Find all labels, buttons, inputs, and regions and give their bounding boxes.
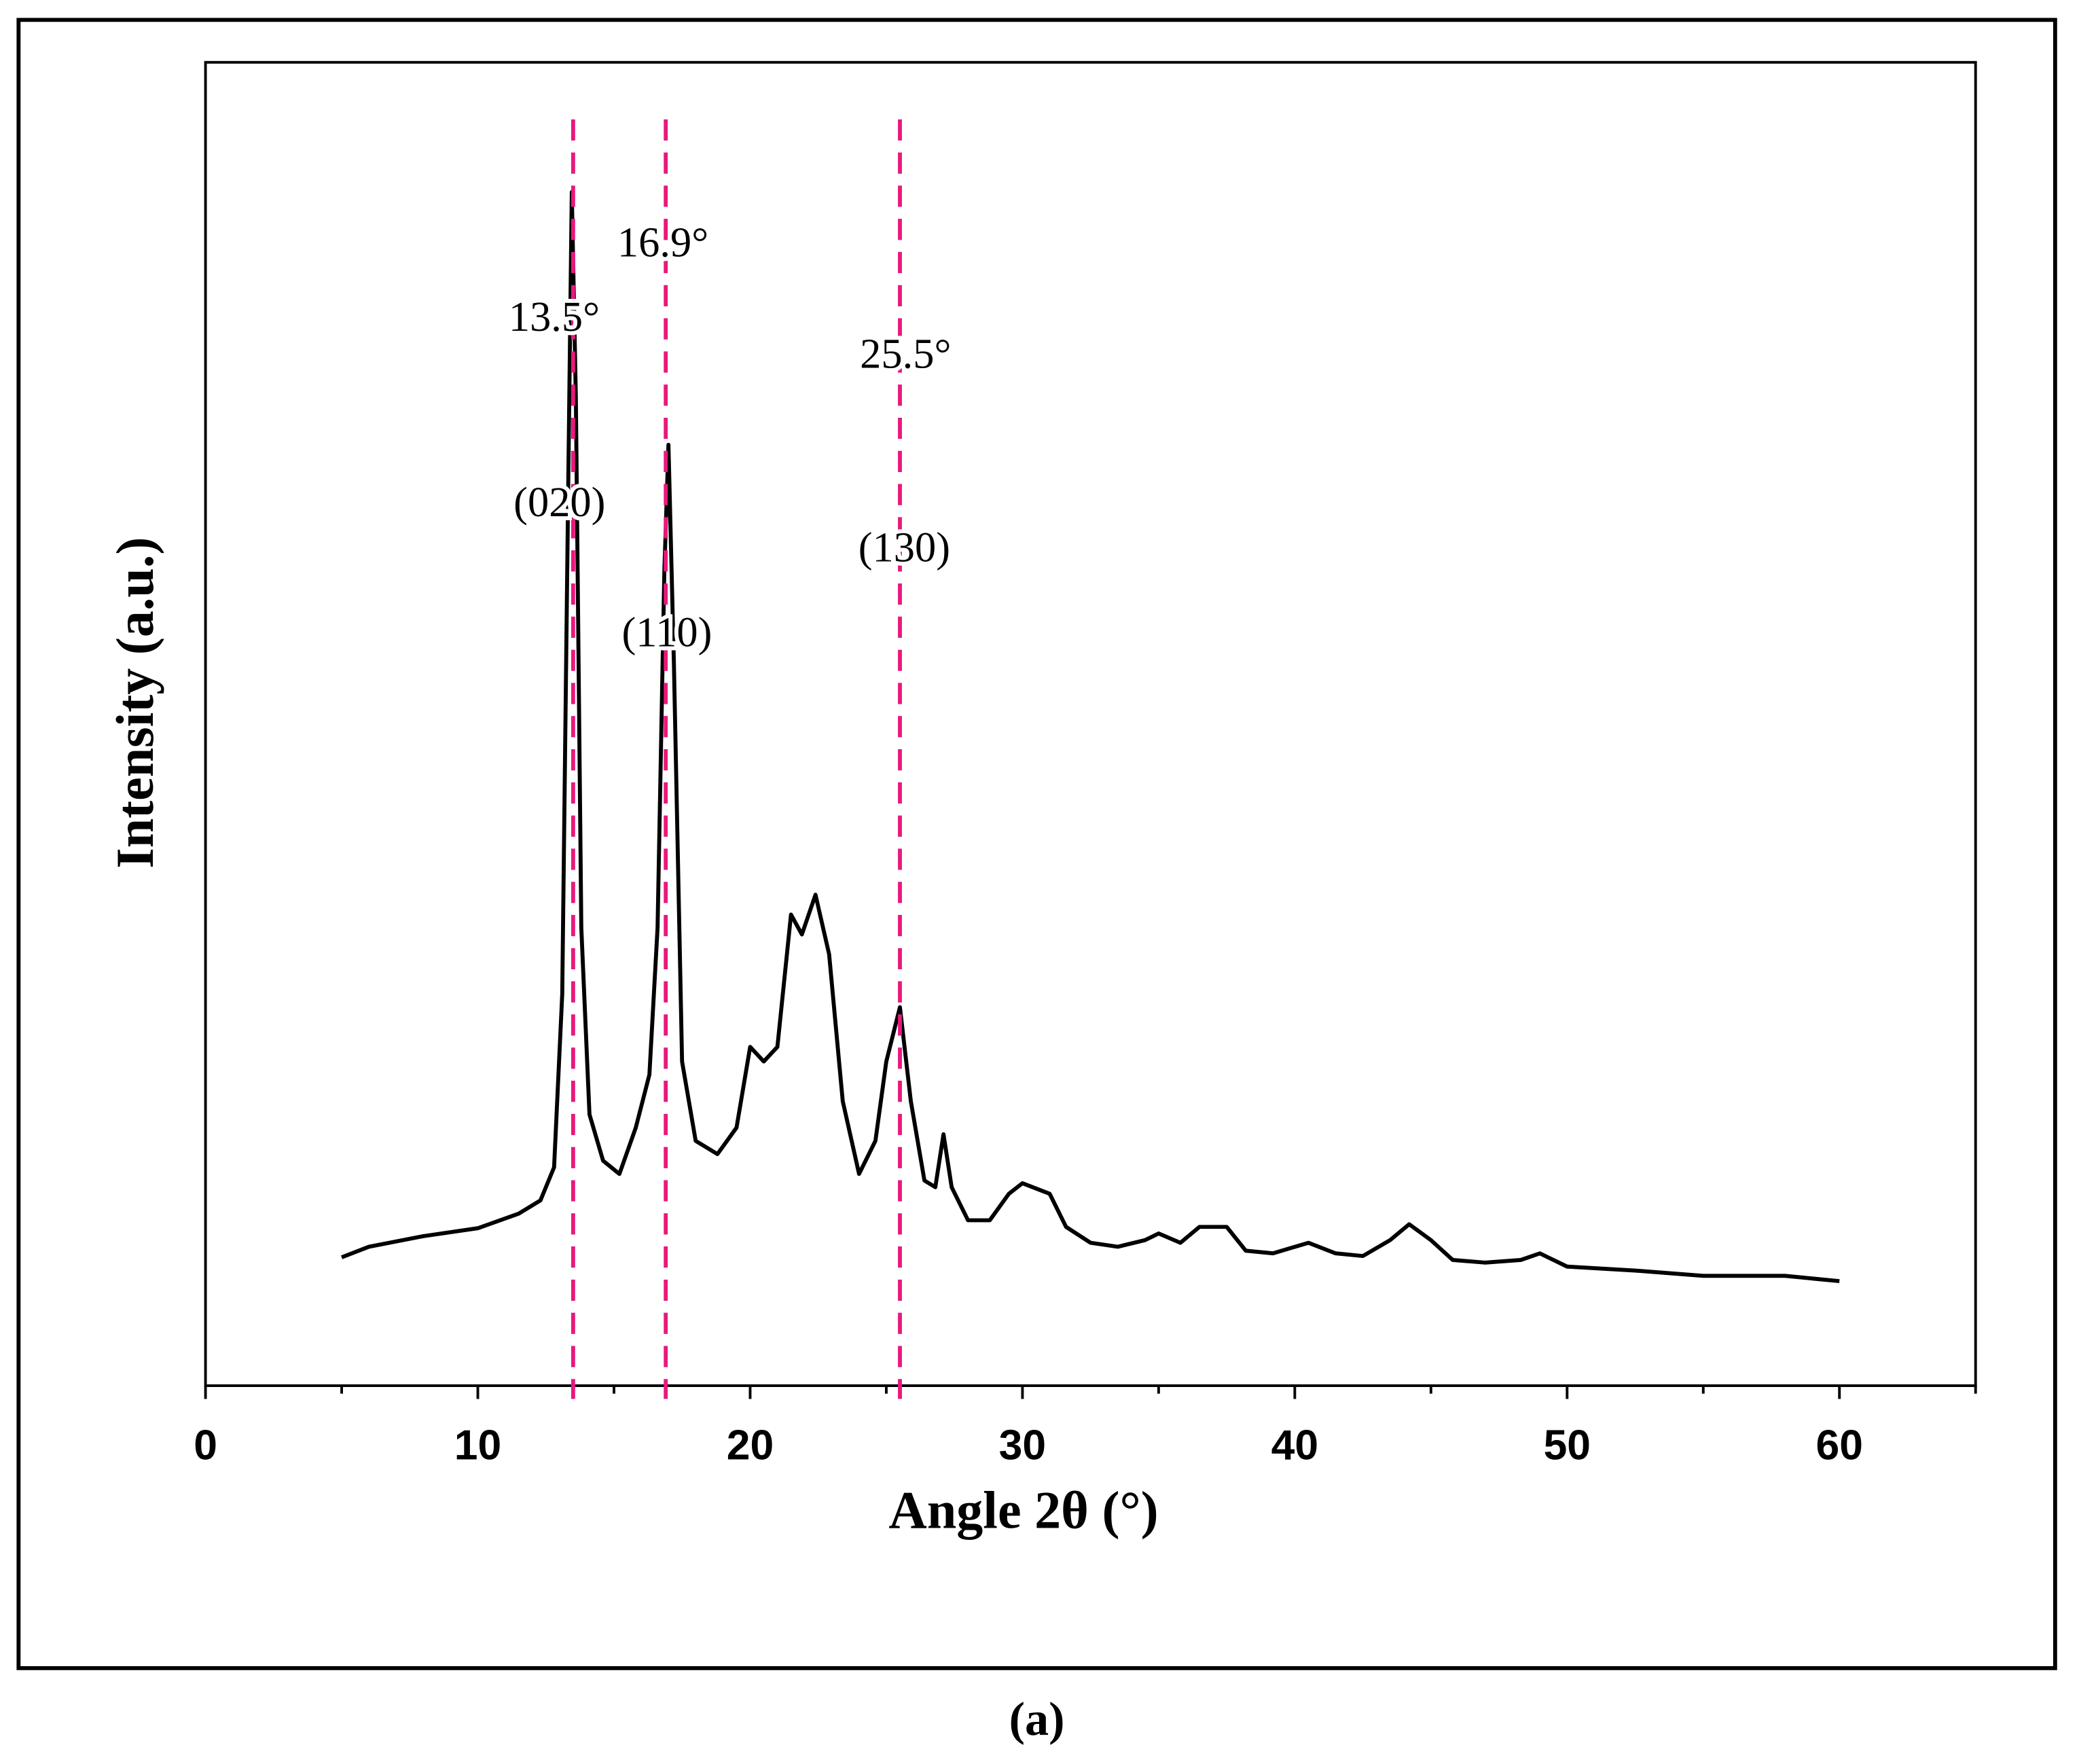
- plane-label: (130): [858, 523, 950, 571]
- data-line: [340, 190, 1840, 1284]
- y-axis-label: Intensity (a.u.): [105, 537, 164, 869]
- x-tick-label: 50: [1544, 1421, 1591, 1469]
- angle-label: 16.9°: [617, 218, 708, 266]
- plane-label: (110): [621, 608, 712, 655]
- x-tick-label: 20: [727, 1421, 774, 1469]
- x-tick-label: 40: [1271, 1421, 1318, 1469]
- figure-frame: [16, 18, 2057, 1670]
- x-axis-label: Angle 2θ (°): [888, 1480, 1158, 1539]
- caption: (a): [1009, 1693, 1065, 1746]
- plane-label: (020): [513, 478, 605, 526]
- x-tick-label: 30: [999, 1421, 1046, 1469]
- angle-label: 13.5°: [509, 293, 600, 340]
- x-tick-label: 10: [454, 1421, 501, 1469]
- plot-frame: [204, 60, 1977, 1387]
- angle-label: 25.5°: [860, 329, 951, 377]
- x-tick-label: 60: [1816, 1421, 1863, 1469]
- x-tick-label: 0: [194, 1421, 217, 1469]
